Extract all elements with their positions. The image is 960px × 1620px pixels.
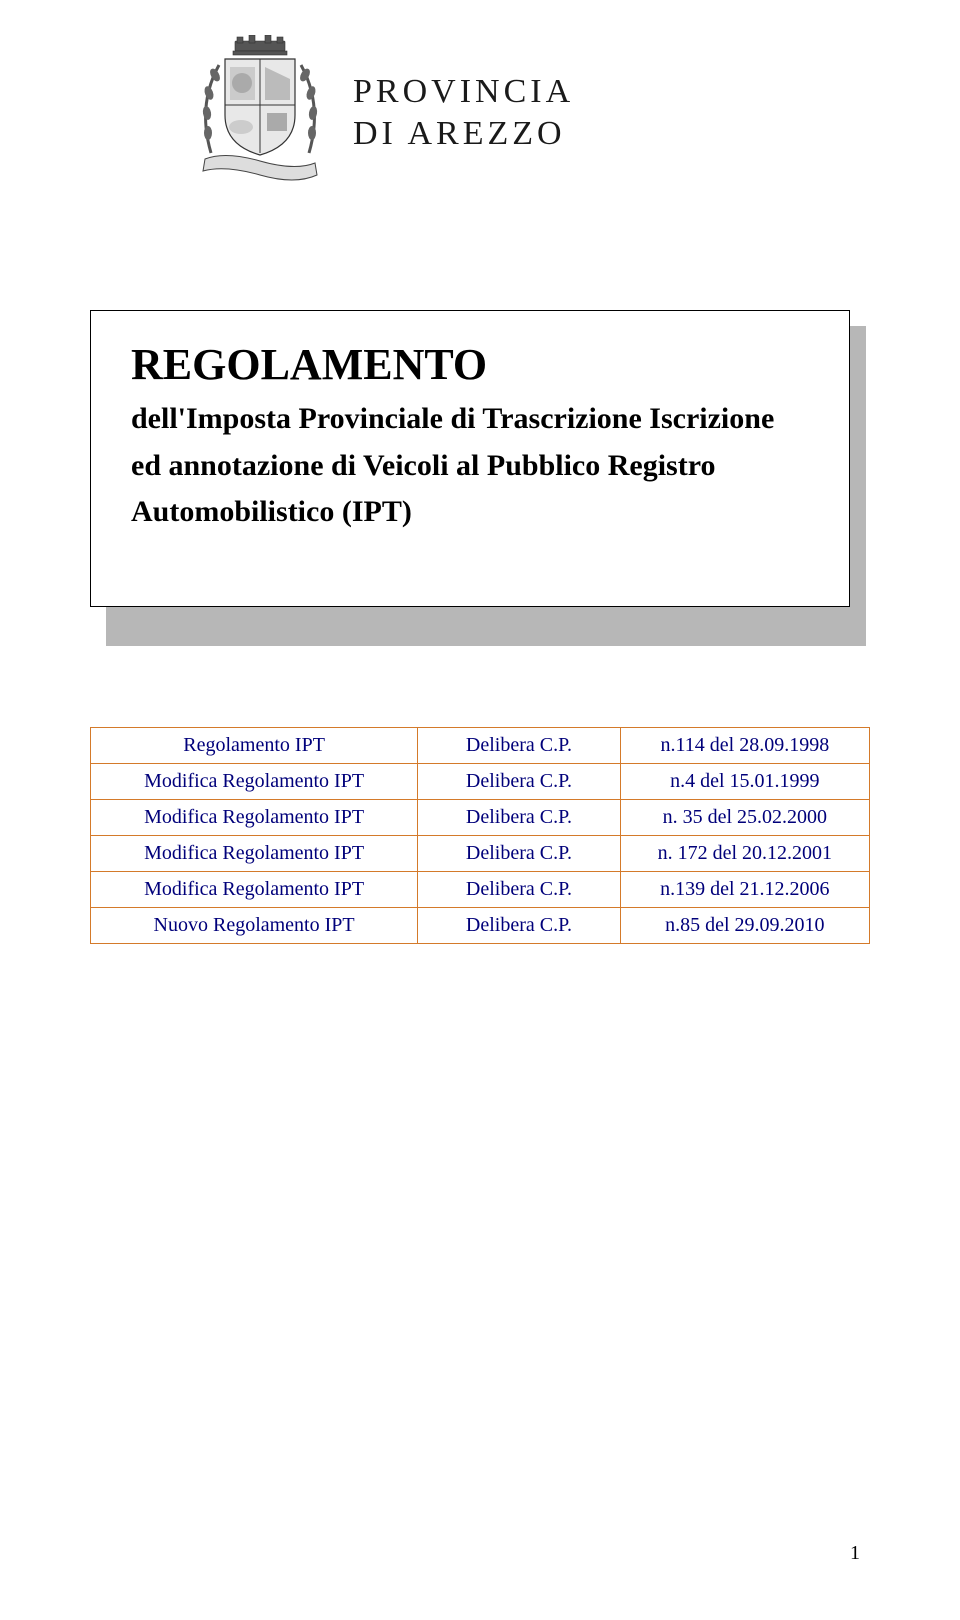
regulation-subtitle: dell'Imposta Provinciale di Trascrizione… bbox=[131, 396, 809, 536]
cell-desc: Modifica Regolamento IPT bbox=[91, 871, 418, 907]
cell-act: Delibera C.P. bbox=[418, 799, 621, 835]
cell-desc: Modifica Regolamento IPT bbox=[91, 799, 418, 835]
cell-desc: Modifica Regolamento IPT bbox=[91, 763, 418, 799]
table-row: Modifica Regolamento IPT Delibera C.P. n… bbox=[91, 763, 870, 799]
cell-act: Delibera C.P. bbox=[418, 907, 621, 943]
cell-ref: n. 35 del 25.02.2000 bbox=[620, 799, 869, 835]
page-number: 1 bbox=[850, 1542, 860, 1565]
cell-act: Delibera C.P. bbox=[418, 871, 621, 907]
cell-act: Delibera C.P. bbox=[418, 763, 621, 799]
cell-ref: n.85 del 29.09.2010 bbox=[620, 907, 869, 943]
org-line-1: PROVINCIA bbox=[353, 73, 574, 111]
cell-desc: Regolamento IPT bbox=[91, 727, 418, 763]
cell-desc: Nuovo Regolamento IPT bbox=[91, 907, 418, 943]
cell-act: Delibera C.P. bbox=[418, 835, 621, 871]
table-row: Modifica Regolamento IPT Delibera C.P. n… bbox=[91, 799, 870, 835]
organization-name: PROVINCIA DI AREZZO bbox=[353, 73, 574, 153]
cell-ref: n. 172 del 20.12.2001 bbox=[620, 835, 869, 871]
cell-ref: n.4 del 15.01.1999 bbox=[620, 763, 869, 799]
cell-ref: n.114 del 28.09.1998 bbox=[620, 727, 869, 763]
coat-of-arms-icon bbox=[185, 35, 335, 190]
cell-desc: Modifica Regolamento IPT bbox=[91, 835, 418, 871]
table-row: Modifica Regolamento IPT Delibera C.P. n… bbox=[91, 871, 870, 907]
org-line-2: DI AREZZO bbox=[353, 115, 574, 153]
regulation-heading: REGOLAMENTO bbox=[131, 339, 809, 390]
table-row: Nuovo Regolamento IPT Delibera C.P. n.85… bbox=[91, 907, 870, 943]
table-row: Regolamento IPT Delibera C.P. n.114 del … bbox=[91, 727, 870, 763]
letterhead: PROVINCIA DI AREZZO bbox=[185, 35, 870, 190]
cell-ref: n.139 del 21.12.2006 bbox=[620, 871, 869, 907]
title-box: REGOLAMENTO dell'Imposta Provinciale di … bbox=[90, 310, 850, 607]
table-row: Modifica Regolamento IPT Delibera C.P. n… bbox=[91, 835, 870, 871]
title-block: REGOLAMENTO dell'Imposta Provinciale di … bbox=[90, 310, 870, 607]
history-table-body: Regolamento IPT Delibera C.P. n.114 del … bbox=[91, 727, 870, 943]
history-table: Regolamento IPT Delibera C.P. n.114 del … bbox=[90, 727, 870, 944]
cell-act: Delibera C.P. bbox=[418, 727, 621, 763]
